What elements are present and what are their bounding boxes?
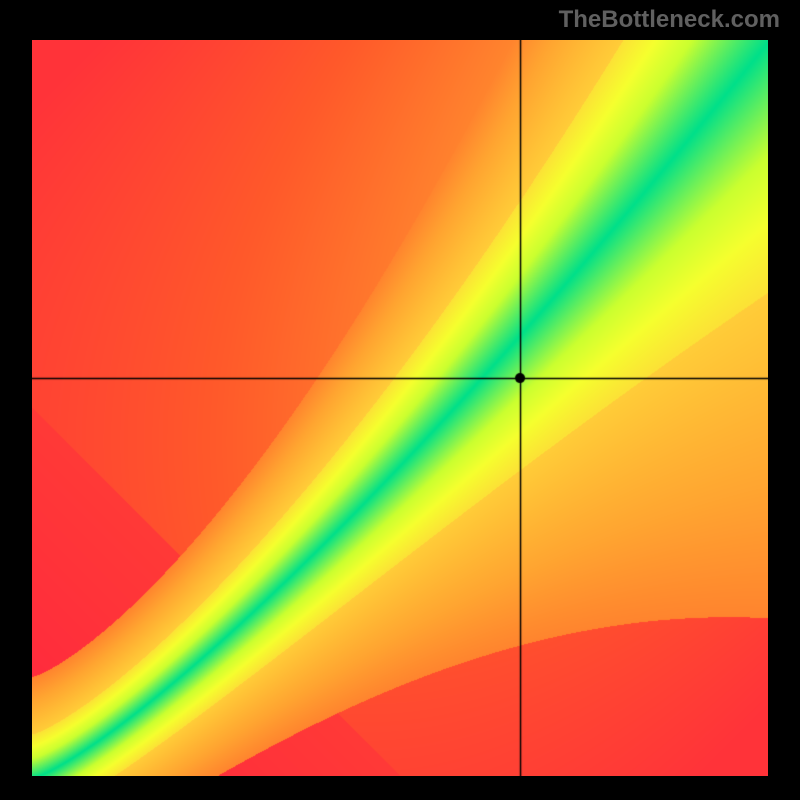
watermark-text: TheBottleneck.com [559,6,780,34]
page-root: TheBottleneck.com [0,0,800,800]
bottleneck-heatmap [32,40,768,776]
